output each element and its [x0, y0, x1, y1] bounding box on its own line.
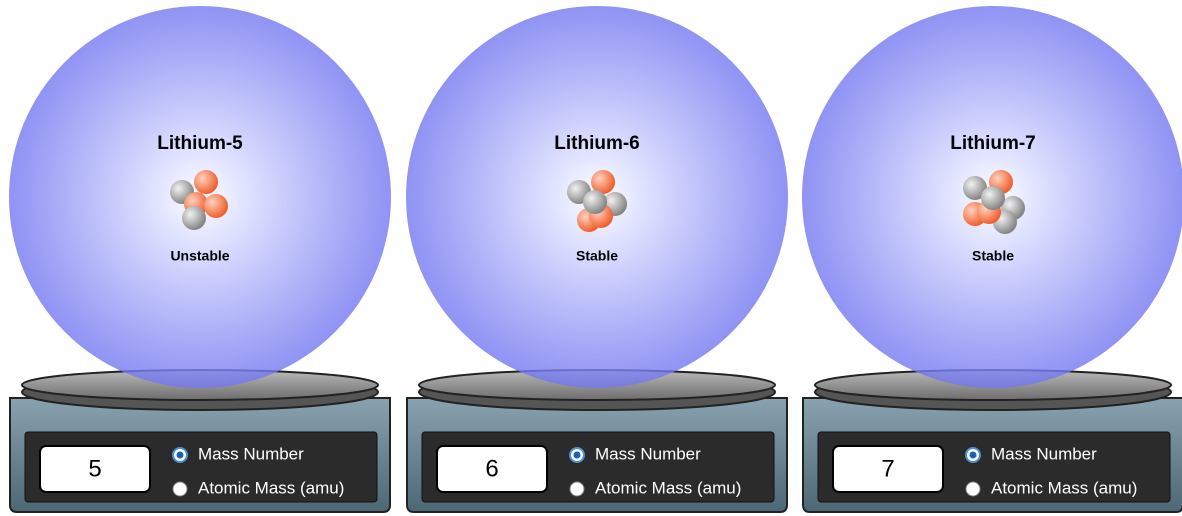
radio-label[interactable]: Atomic Mass (amu) — [198, 478, 344, 497]
reading: 6 — [485, 455, 498, 482]
isotope-name: Lithium-5 — [157, 133, 243, 154]
radio-button[interactable] — [172, 481, 188, 497]
radio-button[interactable] — [965, 481, 981, 497]
radio-button[interactable] — [569, 481, 585, 497]
reading-box — [832, 445, 944, 493]
isotope-name: Lithium-6 — [554, 133, 640, 154]
proton — [194, 170, 218, 194]
radio-label[interactable]: Atomic Mass (amu) — [595, 478, 741, 497]
radio-label[interactable]: Mass Number — [991, 444, 1097, 463]
proton — [591, 170, 615, 194]
neutron — [981, 186, 1005, 210]
neutron — [182, 206, 206, 230]
reading: 5 — [88, 455, 101, 482]
reading: 7 — [881, 455, 894, 482]
isotope-name: Lithium-7 — [950, 133, 1036, 154]
neutron — [583, 190, 607, 214]
scale-panel: 7 Mass Number Atomic Mass (amu) Lithium-7 St… — [802, 6, 1182, 513]
radio-label[interactable]: Mass Number — [595, 444, 701, 463]
neutron — [963, 176, 987, 200]
radio-dot — [176, 451, 184, 459]
radio-label[interactable]: Mass Number — [198, 444, 304, 463]
scale-panel: 6 Mass Number Atomic Mass (amu) Lithium-6 St… — [406, 6, 788, 513]
reading-box — [39, 445, 151, 493]
stability-label: Unstable — [170, 248, 229, 264]
scale-panel: 5 Mass Number Atomic Mass (amu) Lithium-5 Un… — [9, 6, 391, 513]
stability-label: Stable — [972, 248, 1014, 264]
radio-dot — [573, 451, 581, 459]
proton — [204, 194, 228, 218]
radio-dot — [969, 451, 977, 459]
reading-box — [436, 445, 548, 493]
radio-label[interactable]: Atomic Mass (amu) — [991, 478, 1137, 497]
stability-label: Stable — [576, 248, 618, 264]
